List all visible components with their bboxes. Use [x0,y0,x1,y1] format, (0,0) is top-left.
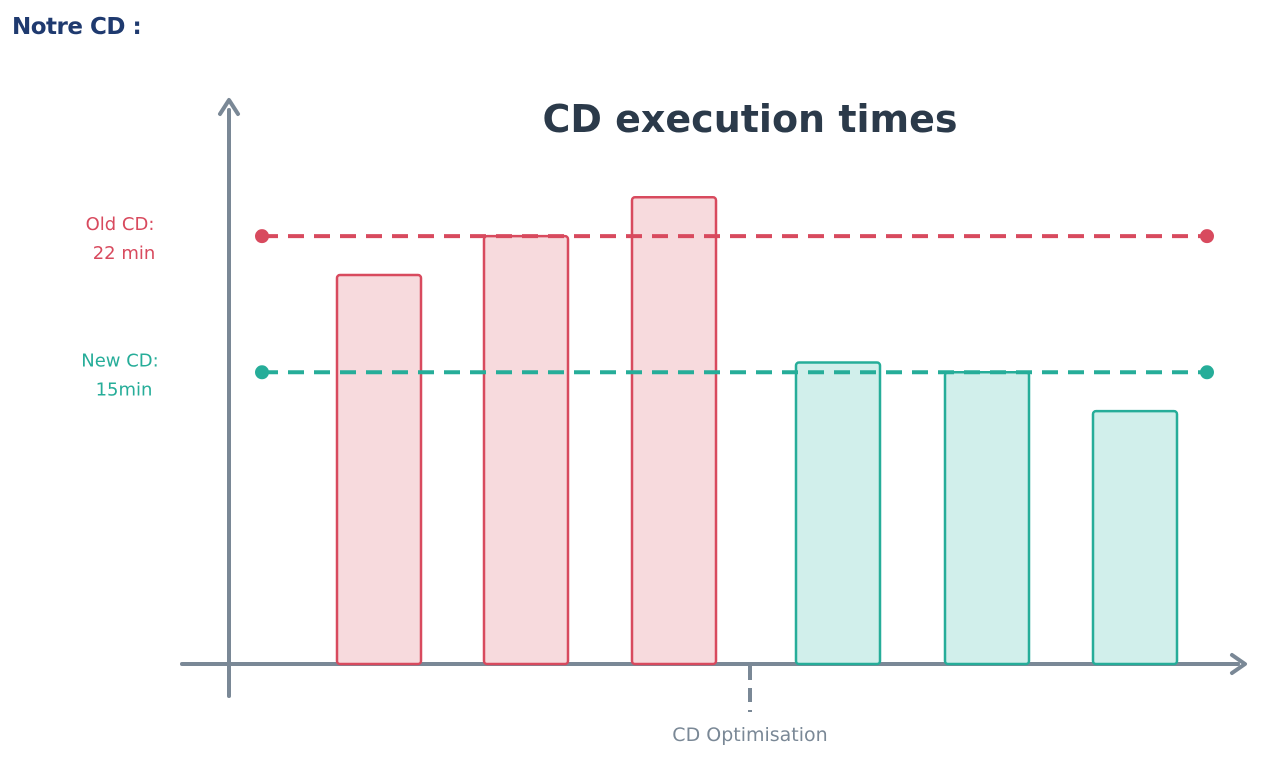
bar-run-3 [630,195,718,666]
new-cd-line-start-dot [255,365,269,380]
old-cd-line-end-dot [1200,229,1214,244]
bar-run-1 [335,273,423,666]
annotation: CD Optimisation [672,666,828,746]
bar-run-6 [1091,409,1179,666]
bar-run-2 [482,234,570,666]
bar-run-4 [794,361,882,666]
reference-labels: Old CD: 22 min New CD: 15min [81,214,158,400]
bars [335,195,1179,666]
optimisation-label: CD Optimisation [672,724,827,746]
new-cd-value: 15min [96,379,153,400]
old-cd-value: 22 min [93,243,156,264]
old-cd-label: Old CD: [86,214,155,235]
page-title: Notre CD : [12,14,142,40]
new-cd-label: New CD: [81,350,158,371]
new-cd-line-end-dot [1200,365,1214,380]
old-cd-line-start-dot [255,229,269,244]
reference-lines [255,229,1214,380]
bar-run-5 [943,371,1031,666]
x-axis-arrow [1230,653,1247,675]
y-axis-arrow [218,98,240,116]
chart-title: CD execution times [542,97,957,141]
